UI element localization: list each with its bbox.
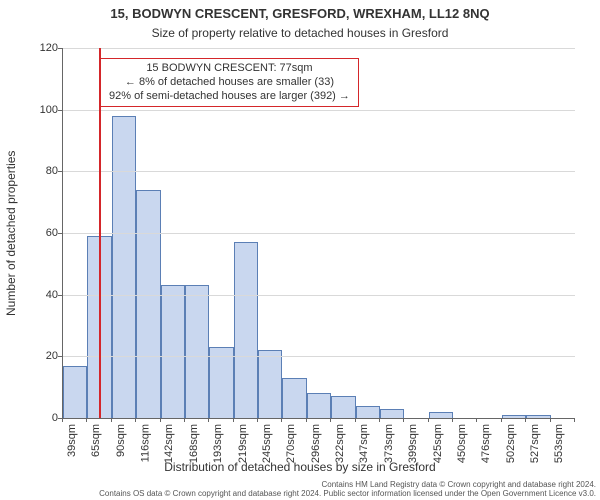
- x-tick-mark: [330, 418, 331, 422]
- annotation-line: 15 BODWYN CRESCENT: 77sqm: [109, 62, 350, 76]
- x-tick-mark: [281, 418, 282, 422]
- x-tick-mark: [62, 418, 63, 422]
- y-tick-label: 20: [34, 350, 58, 362]
- x-tick-label: 296sqm: [310, 424, 322, 463]
- x-tick-mark: [86, 418, 87, 422]
- footer-attribution: Contains HM Land Registry data © Crown c…: [0, 480, 600, 498]
- chart-subtitle: Size of property relative to detached ho…: [0, 26, 600, 40]
- x-tick-mark: [574, 418, 575, 422]
- x-tick-mark: [233, 418, 234, 422]
- histogram-bar: [429, 412, 453, 418]
- y-tick-label: 40: [34, 289, 58, 301]
- x-tick-label: 425sqm: [432, 424, 444, 463]
- x-tick-mark: [257, 418, 258, 422]
- x-tick-label: 347sqm: [359, 424, 371, 463]
- histogram-bar: [185, 285, 209, 418]
- y-tick-label: 100: [34, 104, 58, 116]
- x-tick-label: 116sqm: [139, 424, 151, 462]
- annotation-line: ← 8% of detached houses are smaller (33): [109, 76, 350, 90]
- x-tick-label: 502sqm: [505, 424, 517, 463]
- histogram-bar: [234, 242, 258, 418]
- x-tick-mark: [355, 418, 356, 422]
- gridline: [63, 171, 575, 172]
- y-tick-label: 80: [34, 165, 58, 177]
- histogram-bar: [209, 347, 233, 418]
- x-tick-mark: [208, 418, 209, 422]
- histogram-bar: [258, 350, 282, 418]
- y-tick-mark: [58, 233, 62, 234]
- x-tick-mark: [135, 418, 136, 422]
- y-tick-label: 60: [34, 227, 58, 239]
- x-tick-label: 527sqm: [529, 424, 541, 463]
- footer-line-2: Contains OS data © Crown copyright and d…: [0, 489, 596, 498]
- x-tick-label: 142sqm: [164, 424, 176, 463]
- x-tick-label: 373sqm: [383, 424, 395, 463]
- x-tick-label: 322sqm: [334, 424, 346, 463]
- x-tick-mark: [306, 418, 307, 422]
- y-tick-mark: [58, 295, 62, 296]
- x-tick-label: 245sqm: [261, 424, 273, 463]
- x-tick-label: 168sqm: [188, 424, 200, 463]
- x-tick-label: 270sqm: [285, 424, 297, 463]
- histogram-bar: [282, 378, 306, 418]
- gridline: [63, 295, 575, 296]
- x-tick-mark: [550, 418, 551, 422]
- chart-title: 15, BODWYN CRESCENT, GRESFORD, WREXHAM, …: [0, 6, 600, 21]
- x-tick-label: 219sqm: [237, 424, 249, 463]
- histogram-bar: [161, 285, 185, 418]
- x-tick-label: 553sqm: [554, 424, 566, 463]
- gridline: [63, 110, 575, 111]
- histogram-bar: [380, 409, 404, 418]
- y-tick-mark: [58, 356, 62, 357]
- histogram-bar: [331, 396, 355, 418]
- footer-line-1: Contains HM Land Registry data © Crown c…: [0, 480, 596, 489]
- x-tick-mark: [184, 418, 185, 422]
- x-tick-label: 65sqm: [90, 424, 102, 457]
- x-tick-mark: [379, 418, 380, 422]
- x-tick-mark: [476, 418, 477, 422]
- chart-container: 15, BODWYN CRESCENT, GRESFORD, WREXHAM, …: [0, 0, 600, 500]
- histogram-bar: [502, 415, 526, 418]
- x-tick-mark: [403, 418, 404, 422]
- gridline: [63, 233, 575, 234]
- x-tick-mark: [428, 418, 429, 422]
- histogram-bar: [307, 393, 331, 418]
- y-tick-label: 0: [34, 412, 58, 424]
- x-tick-mark: [501, 418, 502, 422]
- x-tick-mark: [111, 418, 112, 422]
- gridline: [63, 356, 575, 357]
- histogram-bar: [112, 116, 136, 418]
- y-tick-mark: [58, 171, 62, 172]
- gridline: [63, 48, 575, 49]
- histogram-bar: [63, 366, 87, 418]
- y-axis-label: Number of detached properties: [4, 150, 18, 315]
- y-tick-mark: [58, 48, 62, 49]
- x-tick-label: 399sqm: [407, 424, 419, 463]
- x-tick-mark: [452, 418, 453, 422]
- x-tick-label: 90sqm: [115, 424, 127, 457]
- x-tick-label: 450sqm: [456, 424, 468, 463]
- x-tick-mark: [160, 418, 161, 422]
- histogram-bar: [526, 415, 550, 418]
- histogram-bar: [356, 406, 380, 418]
- annotation-box: 15 BODWYN CRESCENT: 77sqm← 8% of detache…: [100, 58, 359, 107]
- y-tick-mark: [58, 110, 62, 111]
- histogram-bar: [136, 190, 160, 418]
- annotation-line: 92% of semi-detached houses are larger (…: [109, 90, 350, 104]
- x-tick-mark: [525, 418, 526, 422]
- x-tick-label: 39sqm: [66, 424, 78, 457]
- x-tick-label: 193sqm: [212, 424, 224, 463]
- x-tick-label: 476sqm: [480, 424, 492, 463]
- y-tick-label: 120: [34, 42, 58, 54]
